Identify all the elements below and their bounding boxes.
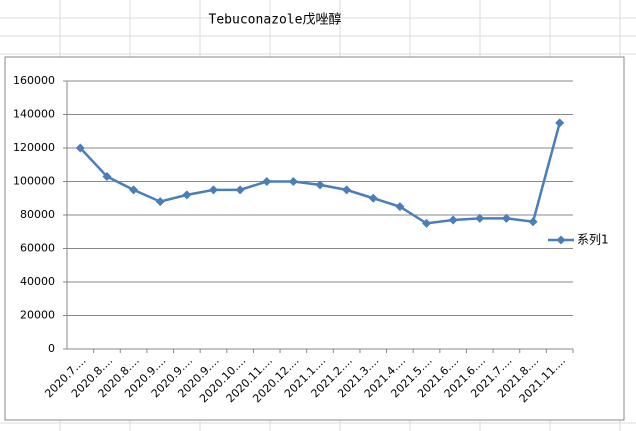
marker <box>368 193 378 203</box>
marker <box>262 177 272 186</box>
marker <box>422 218 432 228</box>
marker <box>555 118 565 128</box>
y-tick-label: 40000 <box>20 275 55 288</box>
y-tick-label: 140000 <box>13 108 55 121</box>
marker <box>75 143 85 153</box>
y-tick-label: 80000 <box>20 208 55 221</box>
marker <box>342 185 352 195</box>
legend-label: 系列1 <box>577 233 609 247</box>
y-tick-label: 0 <box>48 342 55 355</box>
y-tick-label: 160000 <box>13 74 55 87</box>
marker <box>475 213 485 223</box>
marker <box>235 185 245 195</box>
y-tick-label: 120000 <box>13 141 55 154</box>
marker <box>182 190 192 200</box>
marker <box>315 180 325 190</box>
chart-area <box>4 56 625 421</box>
legend-marker <box>556 235 566 245</box>
chart-title: Tebuconazole戊唑醇 <box>209 12 342 28</box>
y-tick-label: 60000 <box>20 242 55 255</box>
marker <box>395 202 405 212</box>
marker <box>102 171 112 181</box>
marker <box>528 217 538 227</box>
marker <box>288 177 298 186</box>
y-tick-label: 20000 <box>20 309 55 322</box>
marker <box>129 185 139 195</box>
marker <box>155 197 165 207</box>
marker <box>208 185 218 195</box>
marker <box>448 215 458 225</box>
marker <box>501 213 511 223</box>
y-tick-label: 100000 <box>13 175 55 188</box>
